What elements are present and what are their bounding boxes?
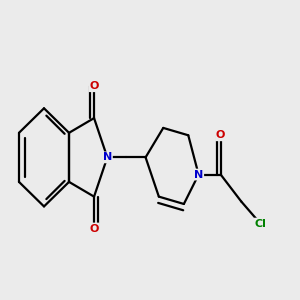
Text: O: O <box>89 224 99 233</box>
Text: N: N <box>194 169 203 179</box>
Text: Cl: Cl <box>254 219 266 229</box>
Text: O: O <box>216 130 225 140</box>
Text: O: O <box>89 81 99 91</box>
Text: N: N <box>103 152 112 162</box>
